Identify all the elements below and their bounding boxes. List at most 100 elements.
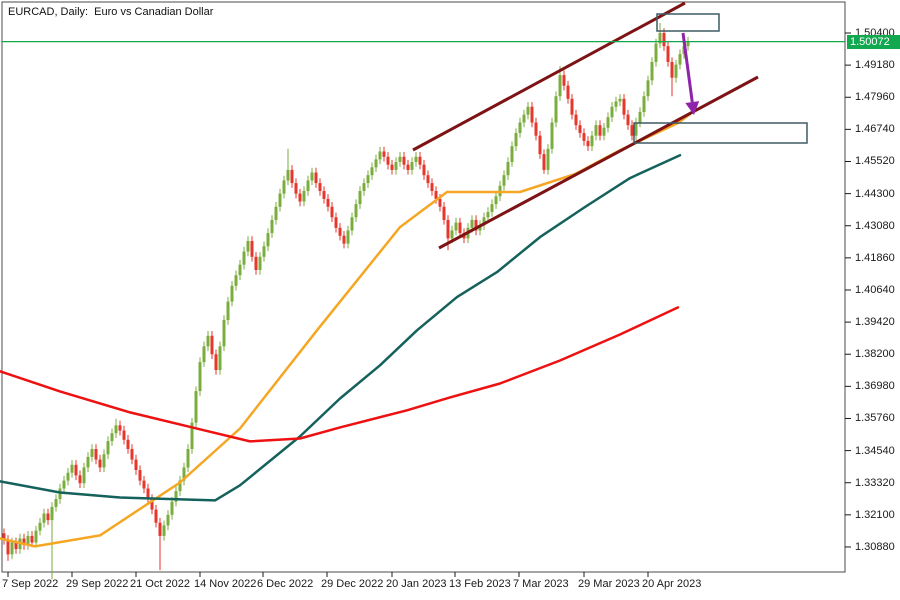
candle-body xyxy=(250,241,254,257)
y-axis-label: 1.38200 xyxy=(855,348,895,361)
candle-body xyxy=(342,235,346,244)
candle-body xyxy=(610,106,614,118)
candle-body xyxy=(334,217,338,228)
candle-body xyxy=(158,522,162,536)
arrow-head[interactable] xyxy=(685,101,700,115)
ma-fast-orange xyxy=(0,112,692,548)
candle-body xyxy=(446,219,450,239)
candle-body xyxy=(614,101,618,107)
candle-body xyxy=(350,217,354,231)
candle-body xyxy=(374,159,378,168)
candle-body xyxy=(322,190,326,199)
candle-body xyxy=(106,441,110,455)
candle-body xyxy=(318,183,322,191)
candle-body xyxy=(430,183,434,191)
candle-body xyxy=(126,439,130,450)
candle-body xyxy=(130,449,134,460)
candle-body xyxy=(470,219,474,228)
candle-body xyxy=(142,480,146,489)
candle-body xyxy=(622,98,626,115)
candle-body xyxy=(646,80,650,97)
annotation-boxes[interactable] xyxy=(633,13,808,144)
projection-arrow[interactable] xyxy=(681,32,700,115)
candle-body xyxy=(150,499,154,510)
candle-body xyxy=(414,156,418,163)
candle-body xyxy=(210,335,214,355)
candle-body xyxy=(270,219,274,234)
candle-body xyxy=(594,125,598,136)
candle-body xyxy=(438,198,442,207)
x-axis-label: 13 Feb 2023 xyxy=(449,578,511,590)
candle-body xyxy=(634,122,638,136)
candle-body xyxy=(454,222,458,231)
candle-body xyxy=(686,41,690,47)
candle-body xyxy=(302,190,306,202)
candle-body xyxy=(370,167,374,176)
candle-body xyxy=(390,164,394,170)
candle-body xyxy=(218,346,222,371)
plot-frame-border xyxy=(1,1,846,573)
candle-body xyxy=(286,169,290,181)
candle-body xyxy=(554,96,558,123)
candle-body xyxy=(458,222,462,234)
candle-body xyxy=(86,456,90,468)
candle-body xyxy=(34,530,38,543)
y-axis-label: 1.41860 xyxy=(855,251,895,264)
candle-body xyxy=(358,190,362,205)
moving-average-lines xyxy=(0,112,692,548)
candle-body xyxy=(102,454,106,468)
y-axis-label: 1.40640 xyxy=(855,283,895,296)
candle-body xyxy=(222,319,226,347)
candle-body xyxy=(122,430,126,440)
candle-body xyxy=(330,206,334,218)
y-axis-label: 1.46740 xyxy=(855,123,895,136)
candle-body xyxy=(170,501,174,515)
candle-body xyxy=(306,180,310,191)
candle-body xyxy=(362,183,366,191)
candle-body xyxy=(526,106,530,115)
arrow-shaft[interactable] xyxy=(681,32,694,103)
candle-body xyxy=(366,175,370,184)
candlestick-series xyxy=(2,22,690,580)
y-axis-label: 1.43080 xyxy=(855,219,895,232)
candle-body xyxy=(174,491,178,502)
annotation-box-right[interactable] xyxy=(633,122,808,144)
candle-body xyxy=(46,513,50,521)
candle-body xyxy=(146,488,150,500)
candle-body xyxy=(178,480,182,492)
x-axis-label: 20 Jan 2023 xyxy=(386,578,447,590)
candle-body xyxy=(62,480,66,489)
annotation-box-top[interactable] xyxy=(656,13,720,32)
candle-body xyxy=(630,125,634,136)
candle-body xyxy=(290,169,294,184)
trend-channel[interactable] xyxy=(412,1,759,250)
candle-body xyxy=(110,433,114,442)
candle-body xyxy=(658,33,662,44)
candle-body xyxy=(238,264,242,276)
x-axis-label: 29 Mar 2023 xyxy=(578,578,640,590)
candle-body xyxy=(678,54,682,65)
candle-body xyxy=(338,227,342,236)
plot-frame xyxy=(1,1,846,573)
candle-body xyxy=(434,190,438,199)
candle-body xyxy=(550,122,554,149)
candle-body xyxy=(506,162,510,176)
candle-body xyxy=(182,467,186,481)
candle-body xyxy=(58,488,62,500)
channel-lower-line[interactable] xyxy=(438,75,759,250)
candle-body xyxy=(294,183,298,194)
candle-body xyxy=(134,459,138,471)
candle-body xyxy=(574,114,578,126)
candle-body xyxy=(254,256,258,270)
candle-body xyxy=(590,135,594,147)
candle-body xyxy=(326,198,330,207)
y-axis-label: 1.39420 xyxy=(855,316,895,329)
channel-upper-line[interactable] xyxy=(412,1,686,152)
y-axis-label: 1.30880 xyxy=(855,540,895,553)
candle-body xyxy=(402,156,406,165)
x-axis-label: 29 Sep 2022 xyxy=(66,578,129,590)
candle-body xyxy=(282,180,286,194)
candle-body xyxy=(226,301,230,320)
candle-body xyxy=(22,538,26,546)
